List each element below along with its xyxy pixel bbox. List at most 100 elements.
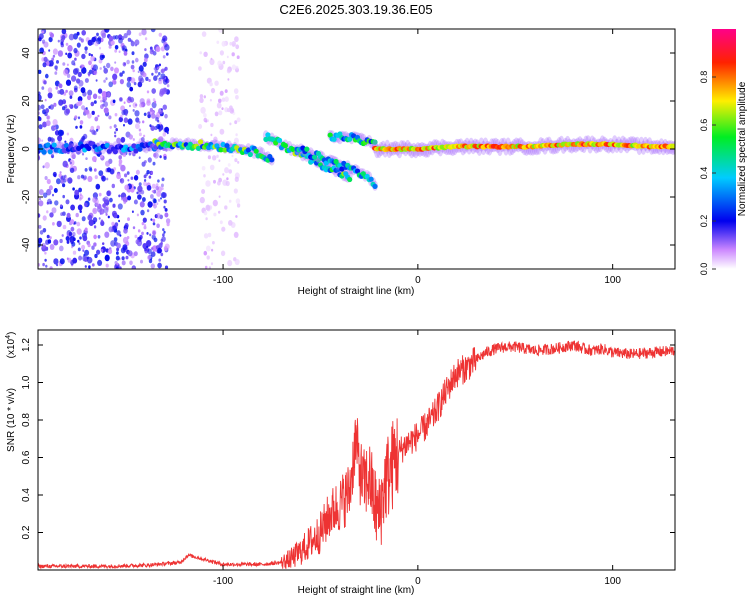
spectrogram-sparse-scatter-mark: [221, 226, 226, 232]
spectrogram-noise-scatter-mark: [42, 165, 45, 169]
spectrogram-noise-scatter-mark: [103, 79, 106, 83]
spectrogram-noise-scatter-mark: [118, 37, 123, 44]
spectrogram-x-tick-label: 0: [415, 275, 421, 286]
spectrogram-sparse-scatter-mark: [232, 43, 235, 47]
spectrogram-noise-scatter-mark: [41, 139, 44, 142]
spectrogram-noise-scatter-mark: [87, 214, 93, 221]
spectrogram-sparse-scatter-mark: [212, 241, 215, 245]
spectrogram-noise-scatter-mark: [84, 227, 88, 232]
spectrogram-sparse-scatter-mark: [229, 122, 232, 126]
spectrogram-noise-scatter-mark: [53, 239, 59, 246]
spectrogram-noise-scatter-mark: [92, 64, 98, 71]
spectrogram-noise-scatter-mark: [110, 66, 114, 72]
spectrogram-carrier-band-mark: [672, 144, 675, 150]
spectrogram-noise-scatter-mark: [42, 215, 47, 221]
spectrogram-noise-scatter-mark: [118, 219, 121, 223]
spectrogram-noise-scatter-mark: [87, 71, 91, 76]
spectrogram-noise-scatter-mark: [118, 116, 124, 123]
spectrogram-noise-scatter-mark: [100, 30, 106, 37]
spectrogram-noise-scatter-mark: [68, 104, 72, 108]
spectrogram-noise-scatter-mark: [38, 94, 42, 102]
spectrogram-carrier-ridge-A-mark: [253, 148, 259, 154]
spectrogram-noise-scatter-mark: [138, 182, 142, 187]
spectrogram-noise-scatter-mark: [41, 242, 46, 249]
spectrogram-sparse-scatter-mark: [237, 161, 240, 164]
spectrogram-noise-scatter-mark: [39, 197, 41, 201]
spectrogram-noise-scatter-mark: [166, 52, 169, 56]
spectrogram-noise-scatter-mark: [144, 37, 148, 41]
spectrogram-noise-scatter-mark: [46, 210, 49, 214]
spectrogram-sparse-scatter-mark: [227, 259, 233, 267]
spectrogram-noise-scatter-mark: [153, 237, 158, 243]
spectrogram-noise-scatter-mark: [122, 244, 128, 251]
spectrogram-noise-scatter-mark: [83, 175, 87, 180]
spectrogram-sparse-scatter-mark: [234, 120, 238, 125]
spectrogram-noise-scatter-mark: [80, 64, 84, 69]
spectrogram-noise-scatter-mark: [95, 128, 99, 132]
spectrogram-noise-scatter-mark: [103, 206, 109, 214]
spectrogram-noise-scatter-mark: [161, 187, 164, 191]
spectrogram-noise-scatter-mark: [166, 84, 170, 88]
spectrogram-noise-scatter-mark: [52, 193, 54, 197]
spectrogram-noise-scatter-mark: [166, 222, 170, 227]
spectrogram-noise-scatter-mark: [153, 67, 157, 71]
spectrogram-noise-scatter-mark: [117, 203, 123, 210]
spectrogram-noise-scatter-mark: [144, 160, 147, 164]
spectrogram-noise-scatter-mark: [91, 36, 97, 43]
spectrogram-noise-scatter-mark: [162, 104, 167, 110]
spectrogram-noise-scatter-mark: [44, 258, 47, 262]
spectrogram-noise-scatter-mark: [152, 231, 156, 235]
spectrogram-noise-scatter-mark: [99, 54, 105, 61]
spectrogram-carrier-ridge-B-mark: [290, 146, 296, 153]
spectrogram-noise-scatter-mark: [156, 223, 160, 229]
spectrogram-noise-scatter-mark: [68, 33, 75, 41]
spectrogram-noise-scatter-mark: [129, 86, 134, 92]
spectrogram-sparse-scatter-mark: [205, 120, 208, 123]
spectrogram-carrier-ridge-A-mark: [195, 145, 202, 151]
spectrogram-noise-scatter-mark: [83, 202, 88, 208]
spectrogram-noise-scatter-mark: [94, 253, 98, 259]
spectrogram-noise-scatter-mark: [56, 220, 62, 228]
spectrogram-noise-scatter-mark: [151, 190, 154, 193]
spectrogram-carrier-ridge-B-mark: [282, 143, 288, 149]
spectrogram-noise-scatter-mark: [62, 160, 68, 168]
spectrogram-y-label: Frequency (Hz): [6, 115, 17, 184]
spectrogram-noise-scatter-mark: [142, 217, 147, 223]
spectrogram-noise-scatter-mark: [119, 178, 125, 184]
spectrogram-noise-scatter-mark: [124, 222, 129, 229]
spectrogram-noise-scatter-mark: [45, 264, 48, 268]
spectrogram-noise-scatter-mark: [118, 194, 121, 198]
snr-y-tick-label: 1.0: [21, 375, 32, 389]
spectrogram-y-tick-label: 40: [21, 47, 32, 59]
spectrogram-sparse-scatter-mark: [209, 164, 215, 171]
spectrogram-noise-scatter-mark: [87, 197, 91, 201]
spectrogram-sparse-scatter-mark: [218, 159, 221, 162]
spectrogram-noise-scatter-mark: [79, 120, 84, 125]
spectrogram-noise-scatter-mark: [111, 183, 116, 189]
spectrogram-noise-scatter-mark: [81, 244, 86, 250]
spectrogram-carrier-ridge-A-mark: [224, 143, 230, 149]
spectrogram-noise-scatter-mark: [127, 195, 132, 201]
spectrogram-upper-carrier-mark: [327, 132, 333, 138]
spectrogram-noise-scatter-mark: [76, 102, 80, 107]
spectrogram-noise-scatter-mark: [66, 63, 69, 67]
spectrogram-noise-scatter-mark: [129, 260, 133, 266]
spectrogram-noise-scatter-mark: [87, 256, 93, 264]
spectrogram-sparse-scatter-mark: [235, 44, 240, 50]
colorbar-tick-label: 0.2: [699, 215, 709, 228]
spectrogram-noise-scatter-mark: [62, 224, 67, 230]
spectrogram-noise-scatter-mark: [38, 224, 42, 229]
spectrogram-noise-scatter-mark: [151, 247, 154, 250]
spectrogram-noise-scatter-mark: [107, 215, 110, 219]
spectrogram-noise-scatter-mark: [152, 222, 156, 226]
spectrogram-sparse-scatter-mark: [199, 94, 204, 99]
spectrogram-noise-scatter-mark: [72, 250, 77, 255]
spectrogram-sparse-scatter-mark: [218, 110, 223, 116]
spectrogram-sparse-scatter-mark: [207, 232, 212, 238]
spectrogram-sparse-scatter-mark: [209, 98, 212, 102]
spectrogram-noise-scatter-mark: [78, 100, 83, 105]
spectrogram-noise-scatter-mark: [112, 203, 116, 208]
spectrogram-noise-scatter-mark: [140, 77, 145, 84]
spectrogram-noise-scatter-mark: [106, 190, 111, 197]
spectrogram-noise-scatter-mark: [135, 57, 139, 63]
